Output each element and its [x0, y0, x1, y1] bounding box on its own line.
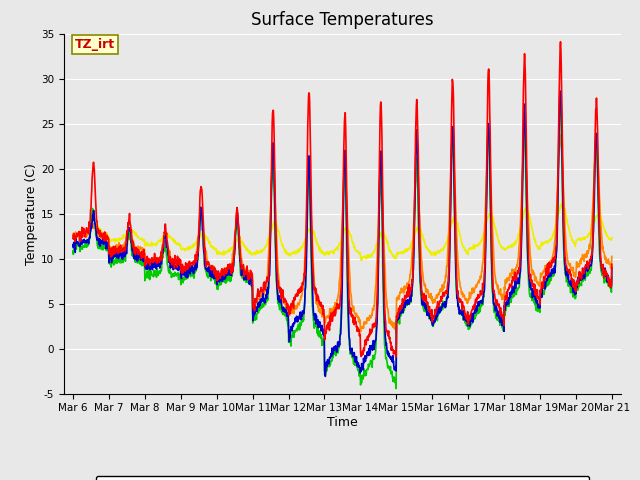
Y-axis label: Temperature (C): Temperature (C)	[25, 163, 38, 264]
Legend: IRT Ground, IRT Canopy, Floor Tair, Tower TAir, TsoilD_2cm: IRT Ground, IRT Canopy, Floor Tair, Towe…	[95, 476, 589, 480]
Text: TZ_irt: TZ_irt	[75, 38, 115, 51]
X-axis label: Time: Time	[327, 416, 358, 429]
Title: Surface Temperatures: Surface Temperatures	[251, 11, 434, 29]
